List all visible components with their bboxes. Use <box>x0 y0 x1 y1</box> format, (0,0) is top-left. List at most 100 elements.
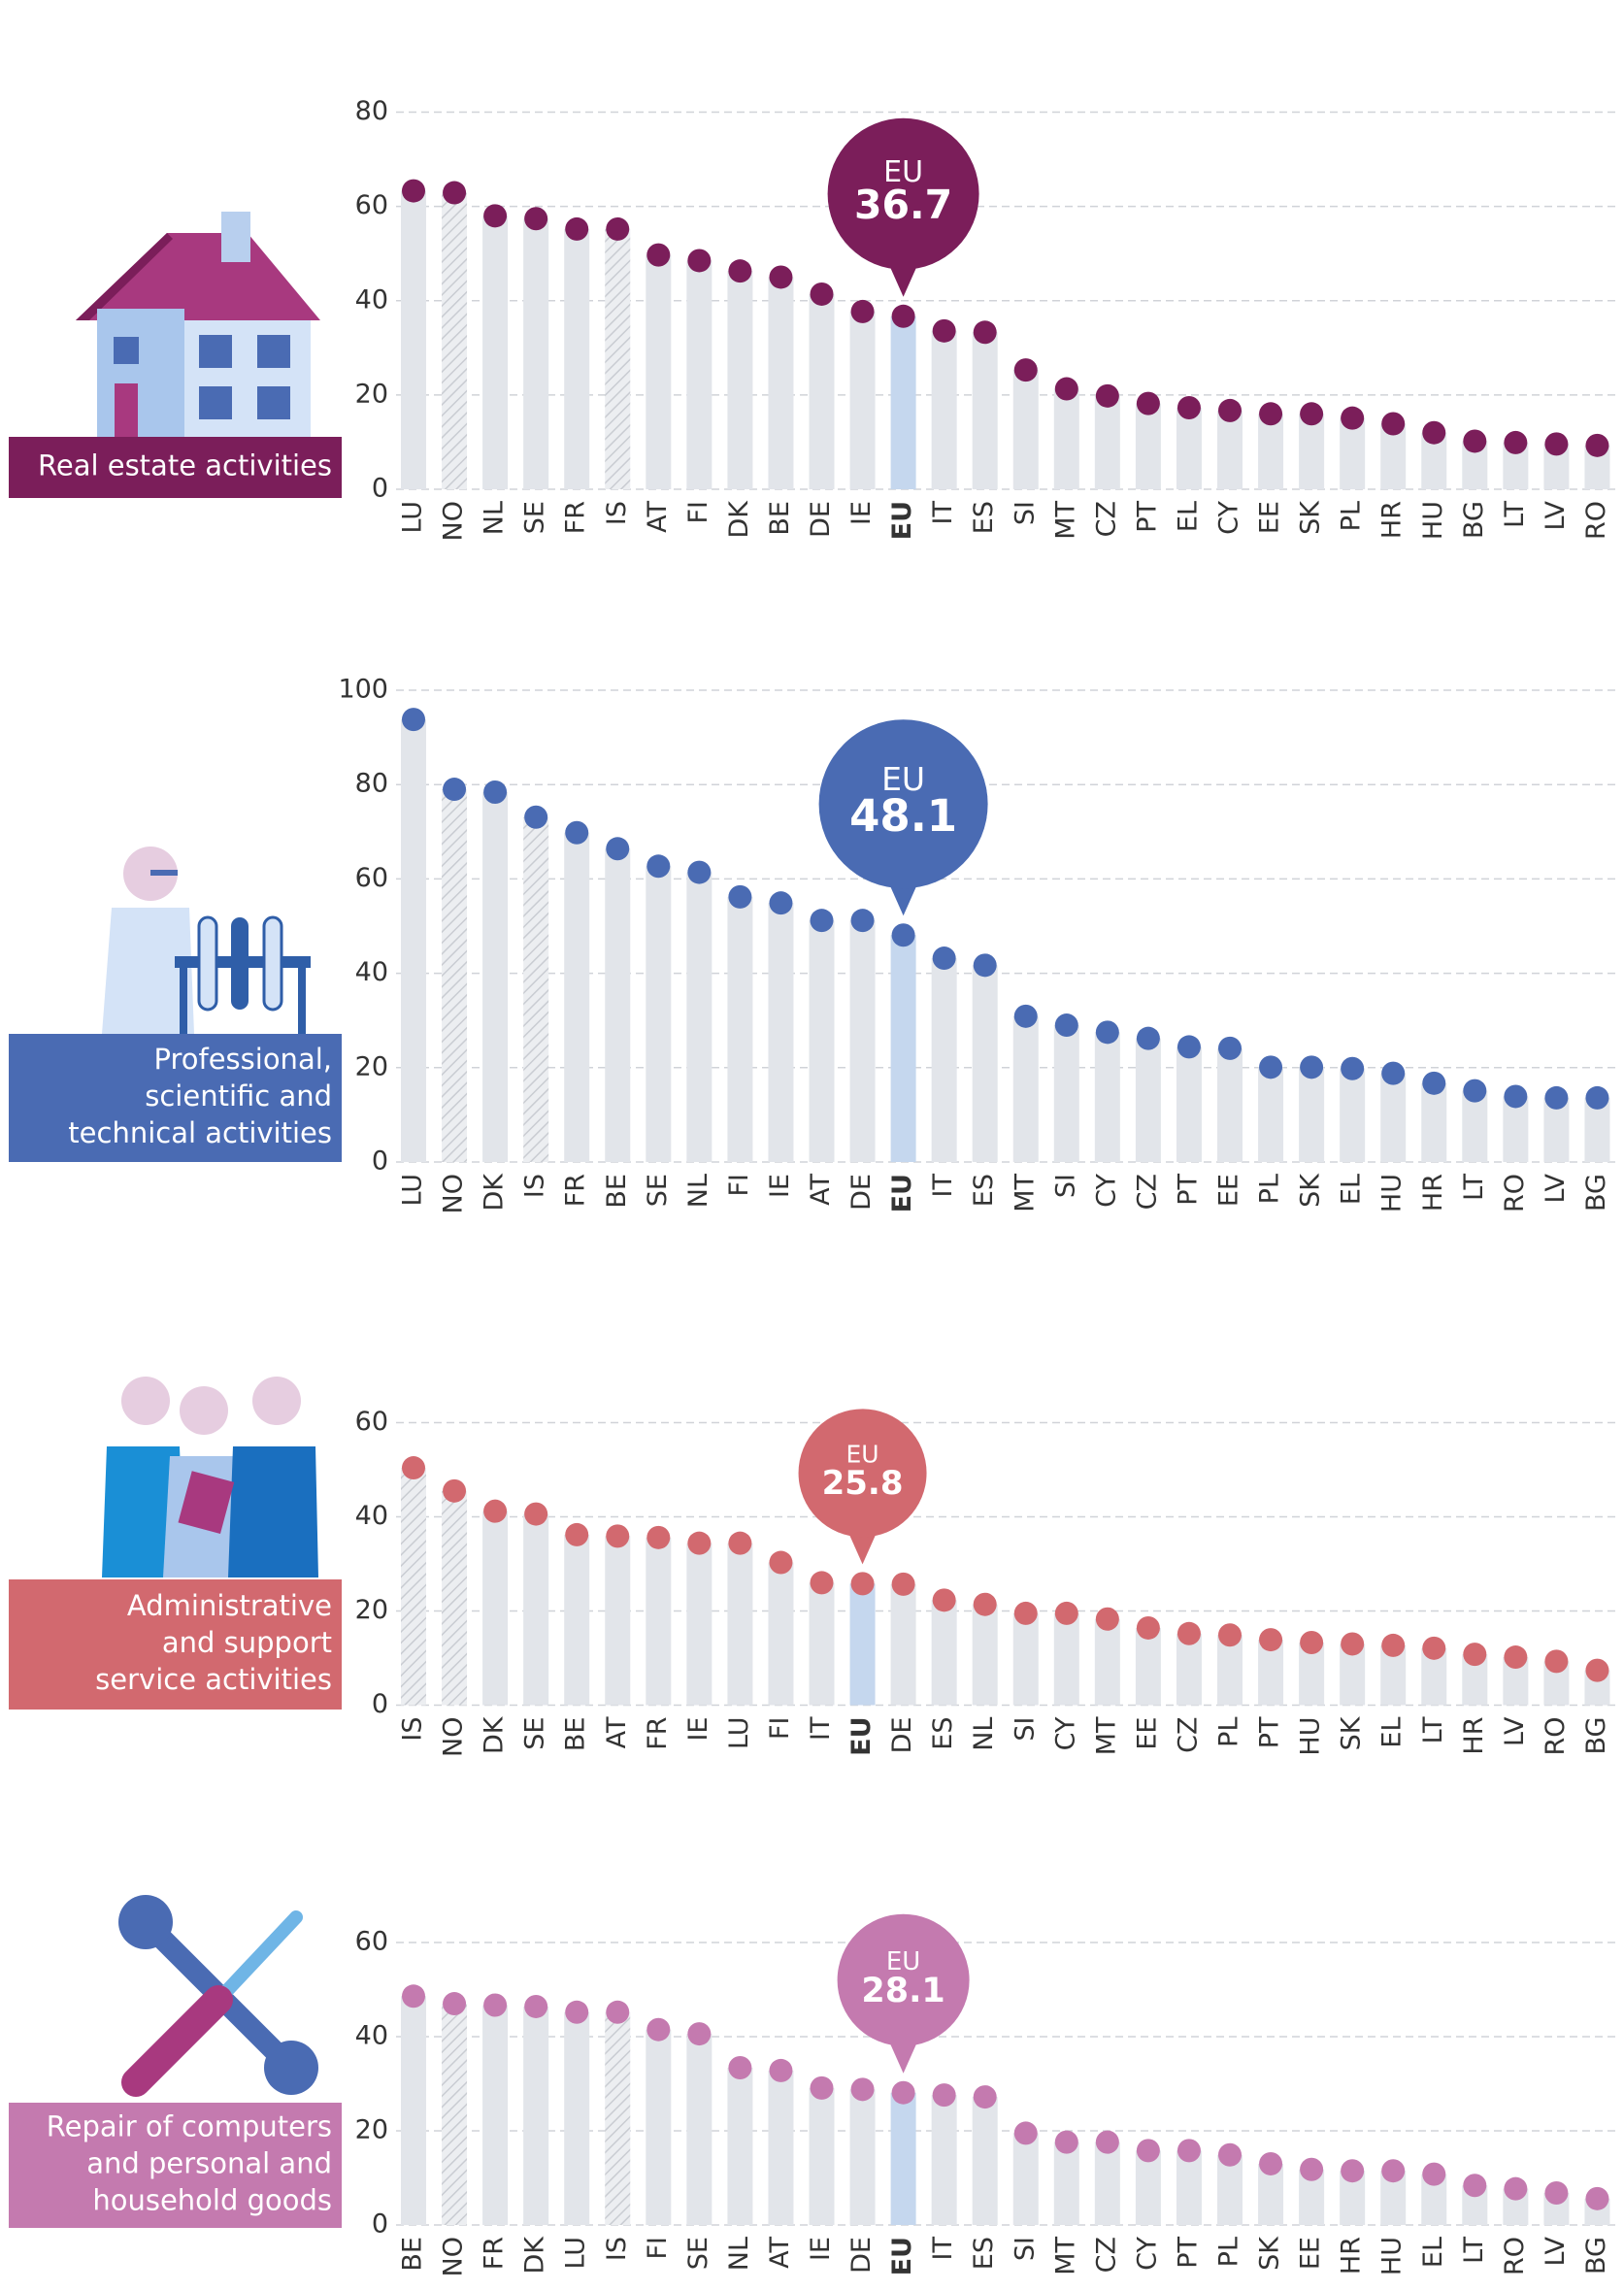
bar <box>809 1582 835 1706</box>
bar <box>686 2034 713 2225</box>
dot <box>1054 1601 1078 1625</box>
x-tick-label: IT <box>928 501 958 525</box>
dot <box>1013 358 1038 382</box>
x-tick-label: BG <box>1581 1717 1611 1755</box>
dot <box>1218 398 1242 422</box>
tools-icon <box>118 1895 318 2097</box>
dot <box>1013 1004 1038 1028</box>
bar <box>1053 1025 1079 1162</box>
dot <box>606 216 630 241</box>
dot <box>1381 1061 1406 1085</box>
bar <box>1012 1612 1039 1706</box>
bar <box>442 192 468 489</box>
x-tick-label: PL <box>1255 1174 1285 1204</box>
x-tick-label: IT <box>928 1174 958 1198</box>
x-tick-label: FR <box>643 1717 673 1750</box>
dot <box>891 1572 915 1596</box>
x-tick-label: BG <box>1459 501 1489 539</box>
callout-value: 36.7 <box>854 182 952 228</box>
x-tick-label: EU <box>887 1174 917 1212</box>
x-tick-label: RO <box>1581 501 1611 540</box>
x-tick-label: PT <box>1173 1173 1203 1205</box>
y-tick-label: 60 <box>355 1407 388 1437</box>
x-tick-label: CZ <box>1173 1717 1203 1753</box>
dot <box>1259 402 1283 426</box>
y-tick-label: 20 <box>355 1595 388 1625</box>
panel-title: and support <box>162 1626 332 1659</box>
dot <box>402 708 425 732</box>
y-tick-label: 100 <box>338 675 388 705</box>
x-tick-label: EE <box>1255 501 1285 534</box>
dot <box>1504 1084 1528 1109</box>
x-tick-label: LU <box>398 1174 428 1206</box>
x-tick-label: ES <box>969 1174 999 1207</box>
x-tick-label: NL <box>969 1717 999 1751</box>
x-tick-label: NO <box>439 2237 469 2276</box>
bar <box>931 958 957 1162</box>
x-tick-label: SI <box>1050 1174 1080 1198</box>
x-tick-label: AT <box>643 501 673 533</box>
x-tick-label: DK <box>724 500 754 539</box>
dot <box>891 2080 915 2105</box>
bar <box>768 277 794 489</box>
x-tick-label: CY <box>1091 1173 1121 1207</box>
bar <box>442 789 468 1162</box>
callout <box>846 1529 878 1565</box>
x-tick-label: HR <box>1377 501 1408 539</box>
dot <box>1463 1079 1487 1103</box>
dot <box>646 243 671 267</box>
dot <box>1177 395 1201 419</box>
x-tick-label: CZ <box>1091 2237 1121 2273</box>
y-tick-label: 80 <box>355 96 388 126</box>
x-tick-label: MT <box>1050 2237 1080 2275</box>
dot <box>1341 2159 1365 2183</box>
x-tick-label: IS <box>602 501 632 525</box>
dot <box>524 1502 548 1526</box>
x-tick-label: LU <box>724 1717 754 1749</box>
x-tick-label: IE <box>765 1174 795 1198</box>
x-tick-label: EL <box>1337 1174 1367 1205</box>
dot <box>565 1522 589 1546</box>
bar <box>1340 417 1366 489</box>
callout-value: 28.1 <box>861 1972 945 2010</box>
bar <box>1053 1612 1079 1706</box>
bar <box>972 1604 998 1706</box>
x-tick-label: EL <box>1377 1717 1408 1748</box>
bar <box>646 1537 672 1706</box>
x-tick-label: SI <box>1010 2237 1040 2261</box>
dot <box>565 820 589 845</box>
dot <box>1300 402 1324 426</box>
bar <box>523 218 549 489</box>
y-tick-label: 0 <box>372 2209 388 2240</box>
dot <box>402 1984 425 2009</box>
callout-label: EU <box>883 155 923 189</box>
bar <box>564 832 590 1162</box>
x-tick-label: LT <box>1500 501 1530 528</box>
x-tick-label: IS <box>520 1174 550 1198</box>
bar <box>1340 1068 1366 1162</box>
dot <box>850 2077 875 2102</box>
panel-title: Real estate activities <box>38 449 332 482</box>
x-tick-label: HR <box>1418 1174 1448 1212</box>
bar <box>523 1513 549 1706</box>
dot <box>1300 2157 1324 2181</box>
x-tick-label: DK <box>480 1173 510 1212</box>
bar <box>1053 2142 1079 2225</box>
dot <box>646 1525 671 1549</box>
dot <box>402 179 425 203</box>
dot <box>402 1456 425 1480</box>
dot <box>1013 1601 1038 1625</box>
dot <box>646 2017 671 2042</box>
bar <box>727 271 753 489</box>
dot <box>973 2085 997 2109</box>
x-tick-label: SE <box>520 1717 550 1750</box>
x-tick-label: HR <box>1337 2237 1367 2274</box>
x-tick-label: FI <box>643 2237 673 2260</box>
y-tick-label: 40 <box>355 1501 388 1531</box>
dot <box>606 1524 630 1548</box>
dot <box>1095 2130 1119 2154</box>
x-tick-label: MT <box>1050 501 1080 540</box>
y-tick-label: 0 <box>372 474 388 504</box>
dot <box>810 1571 834 1595</box>
